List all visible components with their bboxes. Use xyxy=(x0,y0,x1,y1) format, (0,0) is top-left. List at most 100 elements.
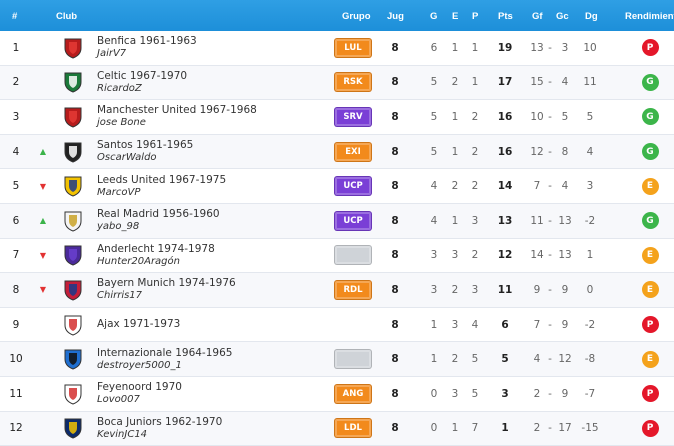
club-crest-icon[interactable] xyxy=(62,31,84,65)
header-p[interactable]: P xyxy=(472,11,479,22)
club-crest-icon[interactable] xyxy=(62,100,84,134)
performance-cell: P xyxy=(638,31,662,65)
club-crest-icon[interactable] xyxy=(62,204,84,238)
group-badge[interactable]: ANG xyxy=(334,383,372,404)
header-club[interactable]: Club xyxy=(56,11,78,22)
club-info[interactable]: Anderlecht 1974-1978 Hunter20Aragón xyxy=(97,239,327,273)
group-badge[interactable] xyxy=(335,316,371,334)
header-gc[interactable]: Gc xyxy=(556,11,569,22)
table-header: # Club Grupo Jug G E P Pts Gf Gc Dg Rend… xyxy=(0,0,674,31)
club-info[interactable]: Boca Juniors 1962-1970 KevinJC14 xyxy=(97,412,327,446)
club-crest-icon[interactable] xyxy=(62,308,84,342)
club-crest-icon[interactable] xyxy=(62,66,84,100)
club-info[interactable]: Bayern Munich 1974-1976 Chirris17 xyxy=(97,273,327,307)
table-row[interactable]: 9 Ajax 1971-1973 8 1 3 4 6 7 - 9 -2 P xyxy=(0,307,674,343)
header-e[interactable]: E xyxy=(452,11,459,22)
club-crest-icon[interactable] xyxy=(62,273,84,307)
manager-name[interactable]: RicardoZ xyxy=(97,82,142,94)
club-name[interactable]: Internazionale 1964-1965 xyxy=(97,346,233,359)
manager-name[interactable]: jose Bone xyxy=(97,117,146,129)
club-info[interactable]: Santos 1961-1965 OscarWaldo xyxy=(97,135,327,169)
club-name[interactable]: Bayern Munich 1974-1976 xyxy=(97,277,236,290)
club-name[interactable]: Boca Juniors 1962-1970 xyxy=(97,415,223,428)
goals-for: 4 xyxy=(533,353,541,366)
group-badge[interactable]: RDL xyxy=(334,279,372,300)
header-grupo[interactable]: Grupo xyxy=(342,11,371,22)
club-crest-icon[interactable] xyxy=(62,377,84,411)
club-info[interactable]: Internazionale 1964-1965 destroyer5000_1 xyxy=(97,342,327,376)
manager-name[interactable]: yabo_98 xyxy=(97,221,140,233)
manager-name[interactable]: OscarWaldo xyxy=(97,152,157,164)
table-row[interactable]: 5 ▼ Leeds United 1967-1975 MarcoVP UCP 8… xyxy=(0,169,674,204)
club-crest-icon[interactable] xyxy=(62,342,84,376)
club-name[interactable]: Real Madrid 1956-1960 xyxy=(97,208,220,221)
rank: 4 xyxy=(12,145,20,158)
played: 8 xyxy=(391,110,399,123)
group-badge[interactable] xyxy=(334,349,372,370)
manager-name[interactable]: MarcoVP xyxy=(97,186,141,198)
club-info[interactable]: Benfica 1961-1963 JairV7 xyxy=(97,31,327,65)
goal-difference: 11 xyxy=(583,76,597,89)
group-badge[interactable]: UCP xyxy=(334,176,372,197)
club-crest-icon[interactable] xyxy=(62,239,84,273)
club-name[interactable]: Anderlecht 1974-1978 xyxy=(97,242,215,255)
manager-name[interactable]: KevinJC14 xyxy=(97,428,148,440)
table-row[interactable]: 2 Celtic 1967-1970 RicardoZ RSK 8 5 2 1 … xyxy=(0,65,674,101)
points: 16 xyxy=(497,145,513,158)
losses: 2 xyxy=(471,110,479,123)
group-badge[interactable]: EXI xyxy=(334,141,372,162)
trend-up-icon: ▲ xyxy=(39,147,47,157)
club-name[interactable]: Benfica 1961-1963 xyxy=(97,35,197,48)
header-gf[interactable]: Gf xyxy=(532,11,543,22)
club-info[interactable]: Manchester United 1967-1968 jose Bone xyxy=(97,100,327,134)
manager-name[interactable]: Hunter20Aragón xyxy=(97,255,180,267)
club-info[interactable]: Feyenoord 1970 Lovo007 xyxy=(97,377,327,411)
group-badge[interactable]: LDL xyxy=(334,418,372,439)
club-name[interactable]: Celtic 1967-1970 xyxy=(97,69,188,82)
club-name[interactable]: Ajax 1971-1973 xyxy=(97,318,181,331)
club-name[interactable]: Manchester United 1967-1968 xyxy=(97,104,257,117)
table-row[interactable]: 6 ▲ Real Madrid 1956-1960 yabo_98 UCP 8 … xyxy=(0,203,674,239)
header-pts[interactable]: Pts xyxy=(498,11,513,22)
group-cell xyxy=(333,342,373,376)
club-name[interactable]: Santos 1961-1965 xyxy=(97,139,194,152)
table-row[interactable]: 12 Boca Juniors 1962-1970 KevinJC14 LDL … xyxy=(0,411,674,446)
table-row[interactable]: 4 ▲ Santos 1961-1965 OscarWaldo EXI 8 5 … xyxy=(0,134,674,170)
group-label: EXI xyxy=(345,146,361,157)
group-cell: ANG xyxy=(333,377,373,411)
group-cell xyxy=(333,308,373,342)
goals-for: 14 xyxy=(530,249,544,262)
table-row[interactable]: 3 Manchester United 1967-1968 jose Bone … xyxy=(0,100,674,135)
points: 5 xyxy=(501,353,509,366)
table-row[interactable]: 8 ▼ Bayern Munich 1974-1976 Chirris17 RD… xyxy=(0,273,674,308)
goal-difference: 1 xyxy=(586,249,594,262)
club-name[interactable]: Feyenoord 1970 xyxy=(97,381,182,394)
header-jug[interactable]: Jug xyxy=(387,11,404,22)
club-info[interactable]: Celtic 1967-1970 RicardoZ xyxy=(97,66,327,100)
header-g[interactable]: G xyxy=(430,11,438,22)
table-row[interactable]: 1 Benfica 1961-1963 JairV7 LUL 8 6 1 1 1… xyxy=(0,31,674,66)
club-info[interactable]: Ajax 1971-1973 xyxy=(97,308,327,342)
group-badge[interactable] xyxy=(334,245,372,266)
header-dg[interactable]: Dg xyxy=(585,11,598,22)
table-row[interactable]: 10 Internazionale 1964-1965 destroyer500… xyxy=(0,342,674,377)
group-badge[interactable]: RSK xyxy=(334,72,372,93)
club-name[interactable]: Leeds United 1967-1975 xyxy=(97,173,227,186)
manager-name[interactable]: JairV7 xyxy=(97,48,127,60)
group-badge[interactable]: SRV xyxy=(334,106,372,127)
group-badge[interactable]: LUL xyxy=(334,37,372,58)
club-crest-icon[interactable] xyxy=(62,169,84,203)
club-info[interactable]: Real Madrid 1956-1960 yabo_98 xyxy=(97,204,327,238)
club-crest-icon[interactable] xyxy=(62,412,84,446)
manager-name[interactable]: Chirris17 xyxy=(97,290,143,302)
club-crest-icon[interactable] xyxy=(62,135,84,169)
club-info[interactable]: Leeds United 1967-1975 MarcoVP xyxy=(97,169,327,203)
manager-name[interactable]: destroyer5000_1 xyxy=(97,359,182,371)
table-row[interactable]: 11 Feyenoord 1970 Lovo007 ANG 8 0 3 5 3 … xyxy=(0,376,674,412)
group-badge[interactable]: UCP xyxy=(334,210,372,231)
manager-name[interactable]: Lovo007 xyxy=(97,394,140,406)
goals-for: 2 xyxy=(533,422,541,435)
performance-label: P xyxy=(646,319,654,330)
played: 8 xyxy=(391,180,399,193)
table-row[interactable]: 7 ▼ Anderlecht 1974-1978 Hunter20Aragón … xyxy=(0,238,674,274)
